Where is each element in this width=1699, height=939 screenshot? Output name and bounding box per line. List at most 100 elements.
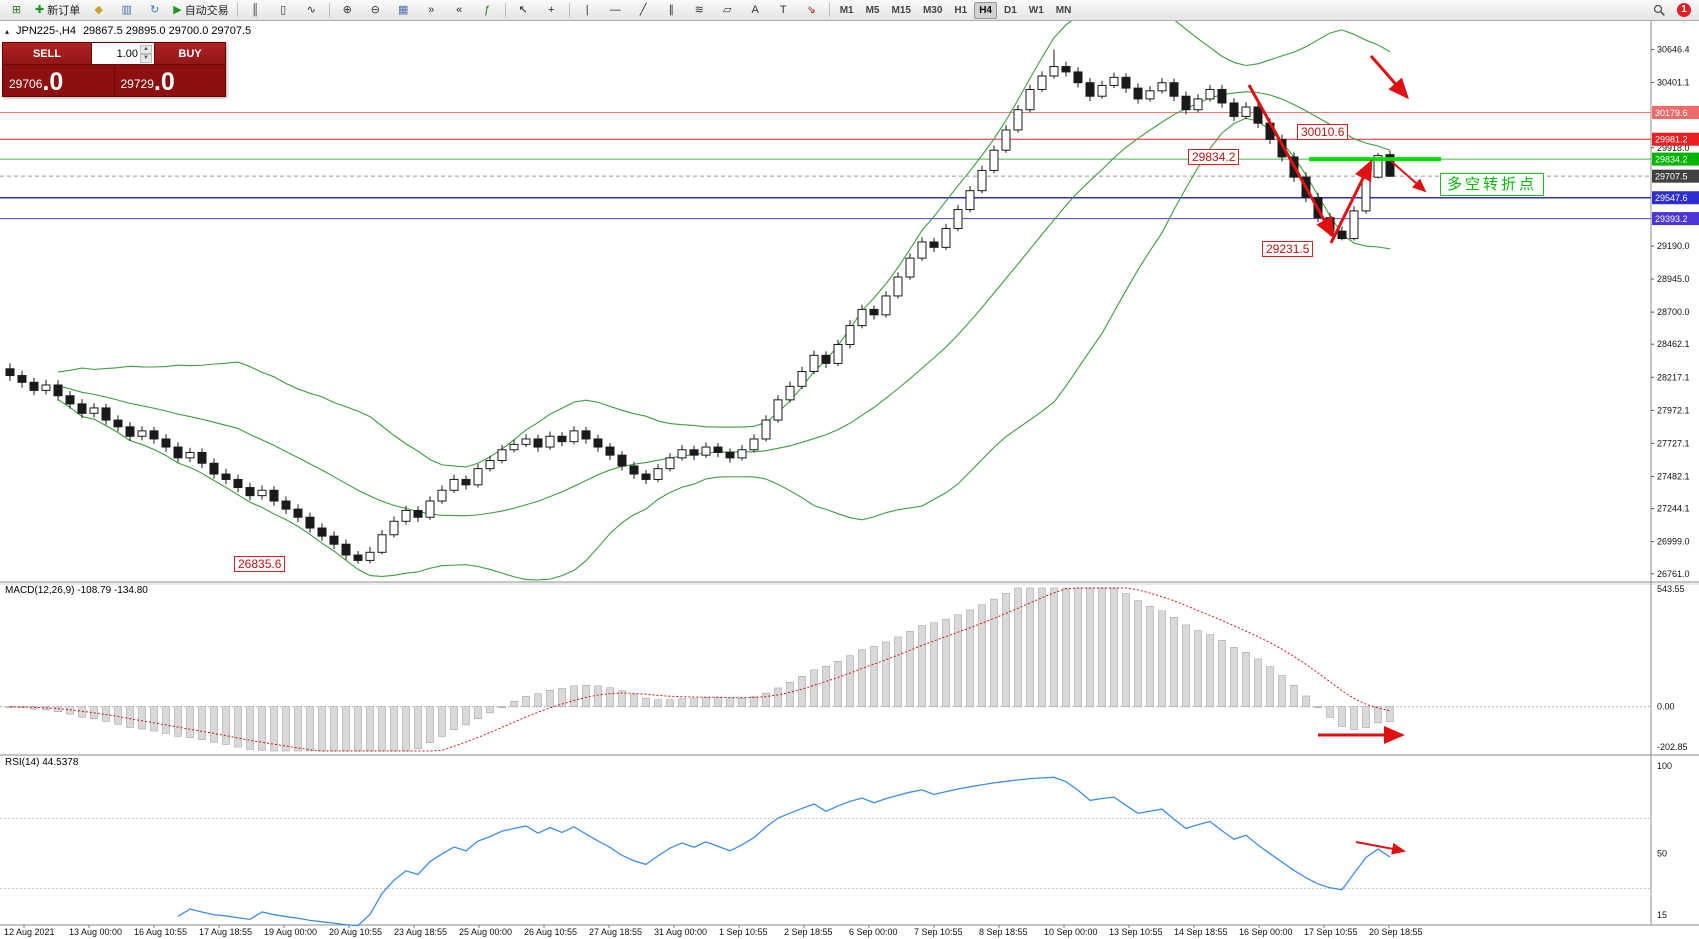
shapes-icon[interactable]: ▱ <box>714 1 741 20</box>
timeframe-m15[interactable]: M15 <box>891 4 911 16</box>
auto-trading-button: ▶ <box>173 3 182 16</box>
svg-text:10 Sep 00:00: 10 Sep 00:00 <box>1044 927 1098 937</box>
sell-button[interactable]: SELL <box>3 43 92 64</box>
svg-text:27482.1: 27482.1 <box>1657 471 1690 481</box>
cursor-icon[interactable]: ↖ <box>510 1 537 20</box>
svg-text:29707.5: 29707.5 <box>1655 172 1688 182</box>
vertical-line-icon[interactable]: | <box>574 1 601 20</box>
auto-trading-button[interactable]: ▶ 自动交易 <box>169 1 232 20</box>
data-window-icon[interactable]: ▥ <box>113 1 140 20</box>
auto-scroll-icon[interactable]: » <box>418 1 445 20</box>
turning-point-annotation[interactable]: 多空转折点 <box>1440 173 1545 196</box>
timeframe-d1[interactable]: D1 <box>1004 4 1017 16</box>
crosshair-icon[interactable]: + <box>538 1 565 20</box>
toolbar-separator <box>828 3 830 17</box>
volume-up-icon[interactable]: ▲ <box>140 44 152 54</box>
timeframe-m5[interactable]: M5 <box>865 4 880 16</box>
price-annotation-29834[interactable]: 29834.2 <box>1188 149 1240 165</box>
svg-text:16 Sep 00:00: 16 Sep 00:00 <box>1239 927 1293 937</box>
svg-text:6 Sep 00:00: 6 Sep 00:00 <box>849 927 898 937</box>
svg-text:23 Aug 18:55: 23 Aug 18:55 <box>394 927 447 937</box>
bar-chart-icon[interactable]: ║ <box>242 1 269 20</box>
horizontal-line-icon: — <box>609 3 621 16</box>
svg-text:7 Sep 10:55: 7 Sep 10:55 <box>914 927 963 937</box>
svg-text:27972.1: 27972.1 <box>1657 405 1690 415</box>
svg-text:8 Sep 18:55: 8 Sep 18:55 <box>979 927 1028 937</box>
new-order-button-label: 新订单 <box>47 5 81 17</box>
zoom-in-icon[interactable]: ⊕ <box>334 1 361 20</box>
svg-text:27 Aug 18:55: 27 Aug 18:55 <box>589 927 642 937</box>
timeframe-h1[interactable]: H1 <box>954 4 968 16</box>
svg-text:1 Sep 10:55: 1 Sep 10:55 <box>719 927 768 937</box>
macd-indicator-label: MACD(12,26,9) -108.79 -134.80 <box>5 585 148 596</box>
text-icon[interactable]: A <box>742 1 769 20</box>
svg-text:15: 15 <box>1657 910 1667 920</box>
svg-text:25 Aug 00:00: 25 Aug 00:00 <box>459 927 512 937</box>
toolbar-separator <box>236 3 238 17</box>
buy-price[interactable]: 29729 .0 <box>113 65 226 96</box>
ohlc-toggle-icon[interactable]: ▴ <box>5 26 10 36</box>
trendline-icon[interactable]: ╱ <box>630 1 657 20</box>
sell-price[interactable]: 29706 .0 <box>3 65 114 96</box>
zoom-out-icon[interactable]: ⊖ <box>362 1 389 20</box>
trendline-icon: ╱ <box>639 3 647 16</box>
line-chart-icon[interactable]: ∿ <box>298 1 325 20</box>
svg-text:30401.1: 30401.1 <box>1657 78 1690 88</box>
svg-text:13 Aug 00:00: 13 Aug 00:00 <box>69 927 122 937</box>
crosshair-icon: + <box>547 3 555 16</box>
fibonacci-icon[interactable]: ≋ <box>686 1 713 20</box>
svg-text:543.55: 543.55 <box>1657 584 1685 594</box>
indicators-icon[interactable]: ƒ <box>474 1 501 20</box>
tile-windows-icon: ▦ <box>397 3 409 16</box>
timeframe-m30[interactable]: M30 <box>922 4 943 16</box>
new-order-button[interactable]: ✚ 新订单 <box>31 1 84 20</box>
arrow-tool-icon[interactable]: ⇘ <box>798 1 825 20</box>
chart-ohlc-header: ▴ JPN225-,H4 29867.5 29895.0 29700.0 297… <box>5 25 251 37</box>
toolbar-separator <box>504 3 506 17</box>
market-watch-icon: ◆ <box>94 3 103 16</box>
timeframe-h4[interactable]: H4 <box>974 1 997 19</box>
svg-text:17 Aug 18:55: 17 Aug 18:55 <box>199 927 252 937</box>
svg-text:2 Sep 18:55: 2 Sep 18:55 <box>784 927 833 937</box>
svg-text:16 Aug 10:55: 16 Aug 10:55 <box>134 927 187 937</box>
search-icon[interactable] <box>1645 1 1672 20</box>
timeframe-m1[interactable]: M1 <box>839 4 854 16</box>
market-watch-icon[interactable]: ◆ <box>85 1 112 20</box>
strategy-navigator-icon[interactable]: ↻ <box>141 1 168 20</box>
channel-icon[interactable]: ∥ <box>658 1 685 20</box>
timeframe-mn[interactable]: MN <box>1055 4 1072 16</box>
chart-shift-icon[interactable]: « <box>446 1 473 20</box>
timeframe-w1[interactable]: W1 <box>1028 4 1044 16</box>
label-icon[interactable]: T <box>770 1 797 20</box>
svg-text:0.00: 0.00 <box>1657 702 1675 712</box>
volume-input[interactable] <box>92 47 140 60</box>
price-annotation-26835[interactable]: 26835.6 <box>234 556 286 572</box>
svg-text:29834.2: 29834.2 <box>1655 155 1688 165</box>
tile-windows-icon[interactable]: ▦ <box>390 1 417 20</box>
candlestick-chart-icon: ▯ <box>280 3 287 16</box>
sell-price-pips: .0 <box>42 68 64 96</box>
svg-text:100: 100 <box>1657 761 1672 771</box>
toolbar-separator <box>568 3 570 17</box>
channel-icon: ∥ <box>668 3 674 16</box>
toolbar: ⊞ ✚ 新订单 ◆ ▥ ↻ ▶ 自动交易 ║ ▯ ∿ ⊕ ⊖ ▦ » « ƒ ↖ + | — ╱ ∥ ≋ ▱ A T ⇘ M1 M5 M1… <box>0 0 1699 21</box>
chart-shift-icon: « <box>456 3 463 16</box>
new-chart-icon: ⊞ <box>11 3 22 16</box>
new-chart-icon[interactable]: ⊞ <box>3 1 30 20</box>
svg-text:29981.2: 29981.2 <box>1655 135 1688 145</box>
auto-scroll-icon: » <box>428 3 435 16</box>
candlestick-chart-icon[interactable]: ▯ <box>270 1 297 20</box>
svg-text:29190.0: 29190.0 <box>1657 241 1690 251</box>
buy-button[interactable]: BUY <box>155 43 225 64</box>
price-annotation-29231[interactable]: 29231.5 <box>1262 241 1314 257</box>
volume-down-icon[interactable]: ▼ <box>140 53 152 63</box>
notification-badge[interactable]: 1 <box>1677 3 1691 17</box>
buy-price-main: 29729 <box>120 77 154 91</box>
text-icon: A <box>751 3 759 16</box>
horizontal-line-icon[interactable]: — <box>602 1 629 20</box>
svg-text:-202.85: -202.85 <box>1657 742 1688 752</box>
svg-text:26 Aug 10:55: 26 Aug 10:55 <box>524 927 577 937</box>
price-annotation-30010[interactable]: 30010.6 <box>1297 124 1349 140</box>
